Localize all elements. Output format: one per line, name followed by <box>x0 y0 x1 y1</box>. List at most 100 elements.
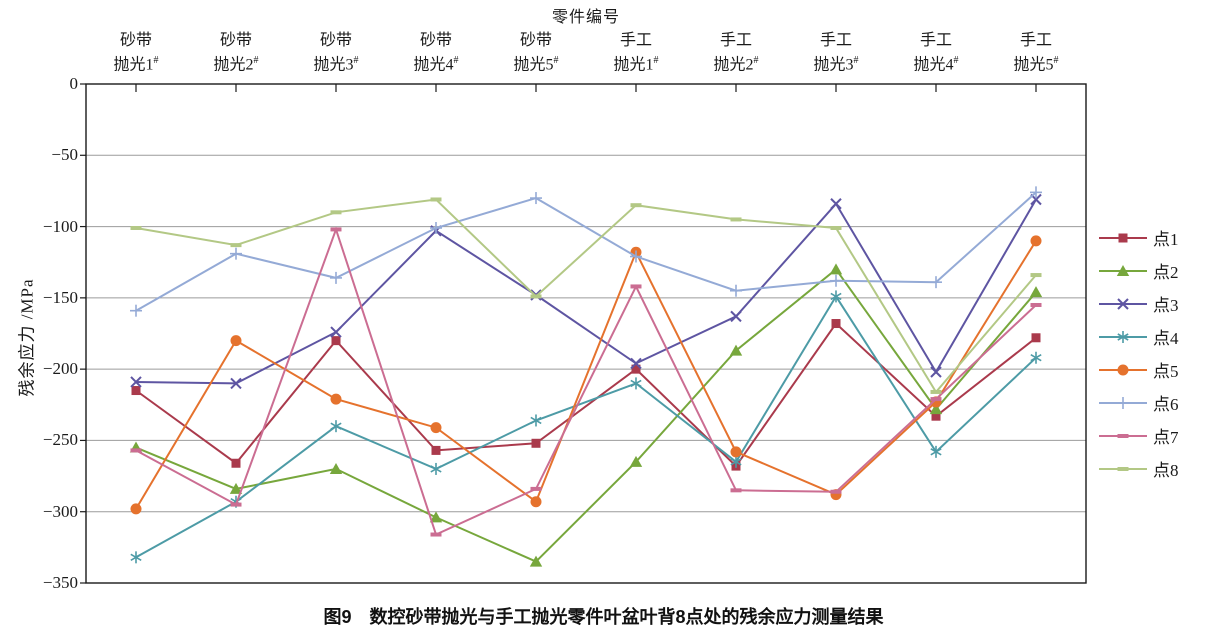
plus-marker <box>1030 186 1042 199</box>
legend-swatch <box>1099 330 1147 343</box>
triangle-marker <box>329 462 343 474</box>
legend-label: 点8 <box>1153 461 1179 480</box>
series-line <box>135 198 1037 394</box>
legend-item-点3: 点3 <box>1098 287 1179 320</box>
asterisk-marker <box>730 455 742 468</box>
dash-marker <box>830 225 842 230</box>
x-marker <box>130 376 142 388</box>
series-line <box>135 191 1037 312</box>
dash-marker <box>330 227 342 232</box>
series-line <box>135 226 1037 536</box>
asterisk-marker <box>830 290 842 303</box>
dash-marker <box>1030 273 1042 278</box>
y-tick-label: −150 <box>42 287 78 307</box>
plus-marker <box>1117 396 1129 409</box>
square-marker <box>1031 333 1041 343</box>
plus-marker <box>130 304 142 317</box>
asterisk-marker <box>630 377 642 390</box>
circle-marker <box>330 393 342 405</box>
triangle-marker <box>729 344 743 356</box>
category-label: 手工 抛光5# <box>1013 32 1059 74</box>
series-line <box>135 294 1037 559</box>
series-点1 <box>131 319 1041 471</box>
asterisk-marker <box>1030 351 1042 364</box>
category-label: 手工 抛光1# <box>613 32 659 74</box>
x-marker <box>730 310 742 323</box>
dash-marker <box>730 217 742 222</box>
dash-marker <box>230 502 242 507</box>
legend-label: 点4 <box>1153 329 1179 348</box>
dash-marker <box>430 197 442 202</box>
legend-label: 点7 <box>1153 428 1179 447</box>
square-marker <box>531 438 541 448</box>
dash-marker <box>130 225 142 230</box>
triangle-marker <box>929 403 943 415</box>
category-label: 砂带 抛光4# <box>413 32 459 74</box>
asterisk-marker <box>530 414 542 427</box>
triangle-marker <box>429 511 443 523</box>
legend-swatch <box>1099 297 1147 310</box>
dash-marker <box>230 243 242 248</box>
legend-swatch <box>1099 364 1147 375</box>
series-点6 <box>130 186 1042 317</box>
asterisk-marker <box>330 420 342 433</box>
series-line <box>135 267 1037 563</box>
series-点7 <box>130 226 1042 537</box>
plus-marker <box>230 247 242 260</box>
category-label: 砂带 抛光3# <box>313 32 359 74</box>
legend-label: 点2 <box>1153 263 1179 282</box>
square-marker <box>931 411 941 421</box>
square-marker <box>331 336 341 346</box>
legend-item-点6: 点6 <box>1098 386 1179 419</box>
plus-marker <box>430 221 442 234</box>
triangle-marker <box>529 555 543 567</box>
dash-marker <box>830 489 842 494</box>
dash-marker <box>730 488 742 493</box>
legend-label: 点5 <box>1153 362 1179 381</box>
legend-item-点7: 点7 <box>1098 419 1179 452</box>
dash-marker <box>430 532 442 537</box>
legend: 点1 点2 点3 点4 点5 点6 点7 点8 <box>1098 221 1179 485</box>
x-marker <box>630 357 642 370</box>
triangle-marker <box>829 263 843 275</box>
plus-marker <box>730 284 742 297</box>
square-marker <box>431 445 441 455</box>
series-点3 <box>130 193 1042 390</box>
y-tick-label: −100 <box>42 216 78 236</box>
dash-marker <box>930 397 942 402</box>
plus-marker <box>930 276 942 289</box>
series-点8 <box>130 197 1042 394</box>
legend-swatch <box>1099 466 1147 471</box>
category-label: 砂带 抛光5# <box>513 32 559 74</box>
dash-marker <box>1030 302 1042 307</box>
category-label: 砂带 抛光1# <box>113 32 159 74</box>
circle-marker <box>730 446 742 458</box>
x-marker <box>1117 297 1129 310</box>
series-line <box>135 321 1037 468</box>
dash-marker <box>630 284 642 289</box>
triangle-marker <box>629 455 643 467</box>
legend-item-点4: 点4 <box>1098 320 1179 353</box>
x-marker <box>930 366 942 378</box>
dash-marker <box>330 210 342 215</box>
legend-label: 点6 <box>1153 395 1179 414</box>
series-点2 <box>129 263 1043 567</box>
circle-marker <box>530 496 542 508</box>
dash-marker <box>930 389 942 394</box>
category-label: 手工 抛光2# <box>713 32 759 74</box>
category-label: 手工 抛光4# <box>913 32 959 74</box>
legend-item-点2: 点2 <box>1098 254 1179 287</box>
circle-marker <box>430 422 442 434</box>
square-marker <box>631 364 641 374</box>
legend-item-点8: 点8 <box>1098 452 1179 485</box>
series-line <box>135 198 1037 385</box>
plus-marker <box>530 192 542 205</box>
legend-swatch <box>1099 233 1147 242</box>
circle-marker <box>230 335 242 347</box>
asterisk-marker <box>130 551 142 564</box>
legend-label: 点3 <box>1153 296 1179 315</box>
x-axis-title: 零件编号 <box>551 9 620 26</box>
legend-swatch <box>1099 264 1147 276</box>
